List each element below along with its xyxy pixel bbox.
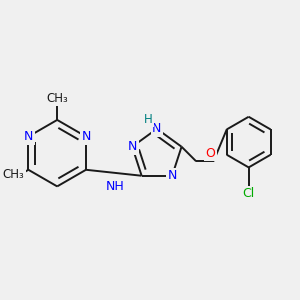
- Text: N: N: [128, 140, 137, 153]
- Text: N: N: [24, 130, 33, 143]
- Text: Cl: Cl: [242, 187, 255, 200]
- Text: N: N: [152, 122, 162, 135]
- Text: CH₃: CH₃: [2, 168, 24, 181]
- Text: H: H: [144, 113, 152, 126]
- Text: N: N: [81, 130, 91, 143]
- Text: CH₃: CH₃: [46, 92, 68, 105]
- Text: NH: NH: [106, 180, 125, 193]
- Text: O: O: [206, 147, 215, 160]
- Text: N: N: [167, 169, 177, 182]
